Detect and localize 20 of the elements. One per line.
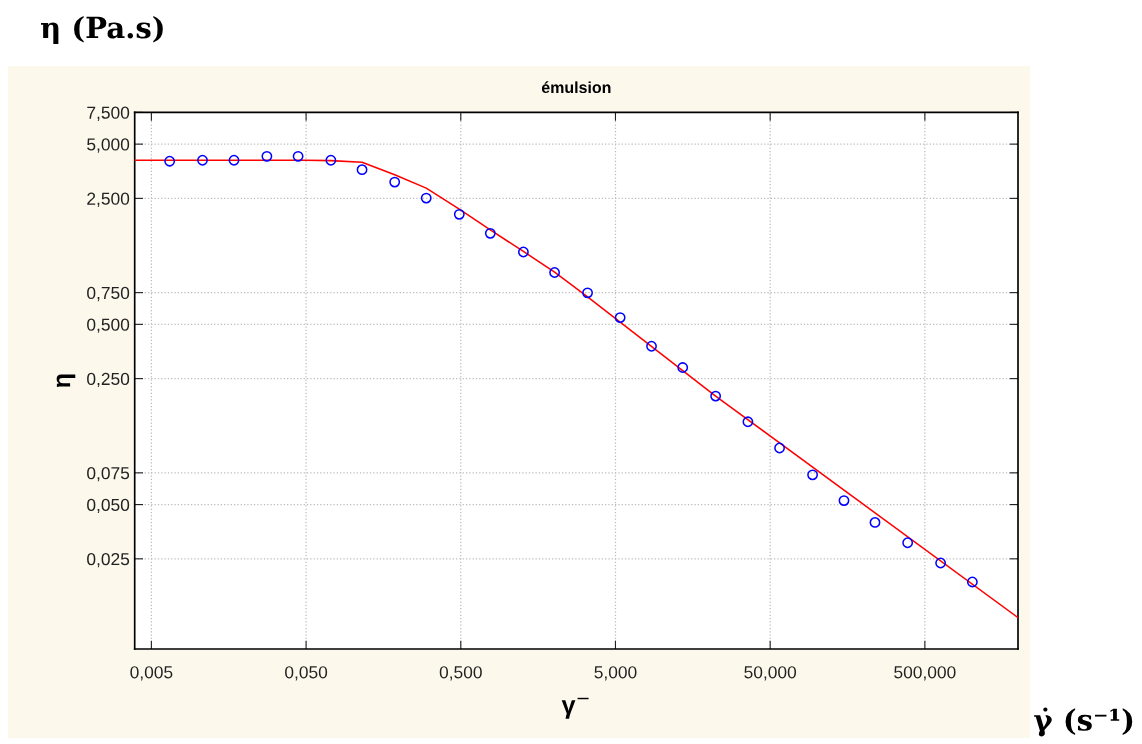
y-tick-label: 2,500: [87, 192, 130, 207]
x-tick-label: 500,000: [894, 666, 956, 681]
y-tick-label: 5,000: [87, 138, 130, 153]
y-tick-label: 0,050: [87, 498, 130, 514]
y-tick-label: 0,750: [87, 286, 130, 302]
x-axis-title: γ$^{−}$: [561, 697, 589, 719]
chart-title: émulsion: [541, 81, 611, 94]
x-tick-label: 0,005: [130, 666, 173, 681]
y-tick-label: 7,500: [87, 106, 130, 121]
x-tick-label: 50,000: [744, 666, 797, 681]
x-tick-label: 0,500: [439, 666, 482, 681]
text: η (Pa.s): [41, 15, 163, 45]
text: γ̇ (s⁻¹): [1034, 707, 1133, 737]
y-tick-label: 0,025: [87, 553, 130, 568]
y-tick-label: 0,250: [87, 372, 130, 388]
y-axis-title: η: [56, 374, 76, 388]
y-tick-label: 0,075: [87, 467, 130, 482]
y-tick-label: 0,500: [87, 318, 130, 333]
x-tick-label: 5,000: [594, 666, 637, 681]
x-tick-label: 0,050: [285, 666, 328, 681]
